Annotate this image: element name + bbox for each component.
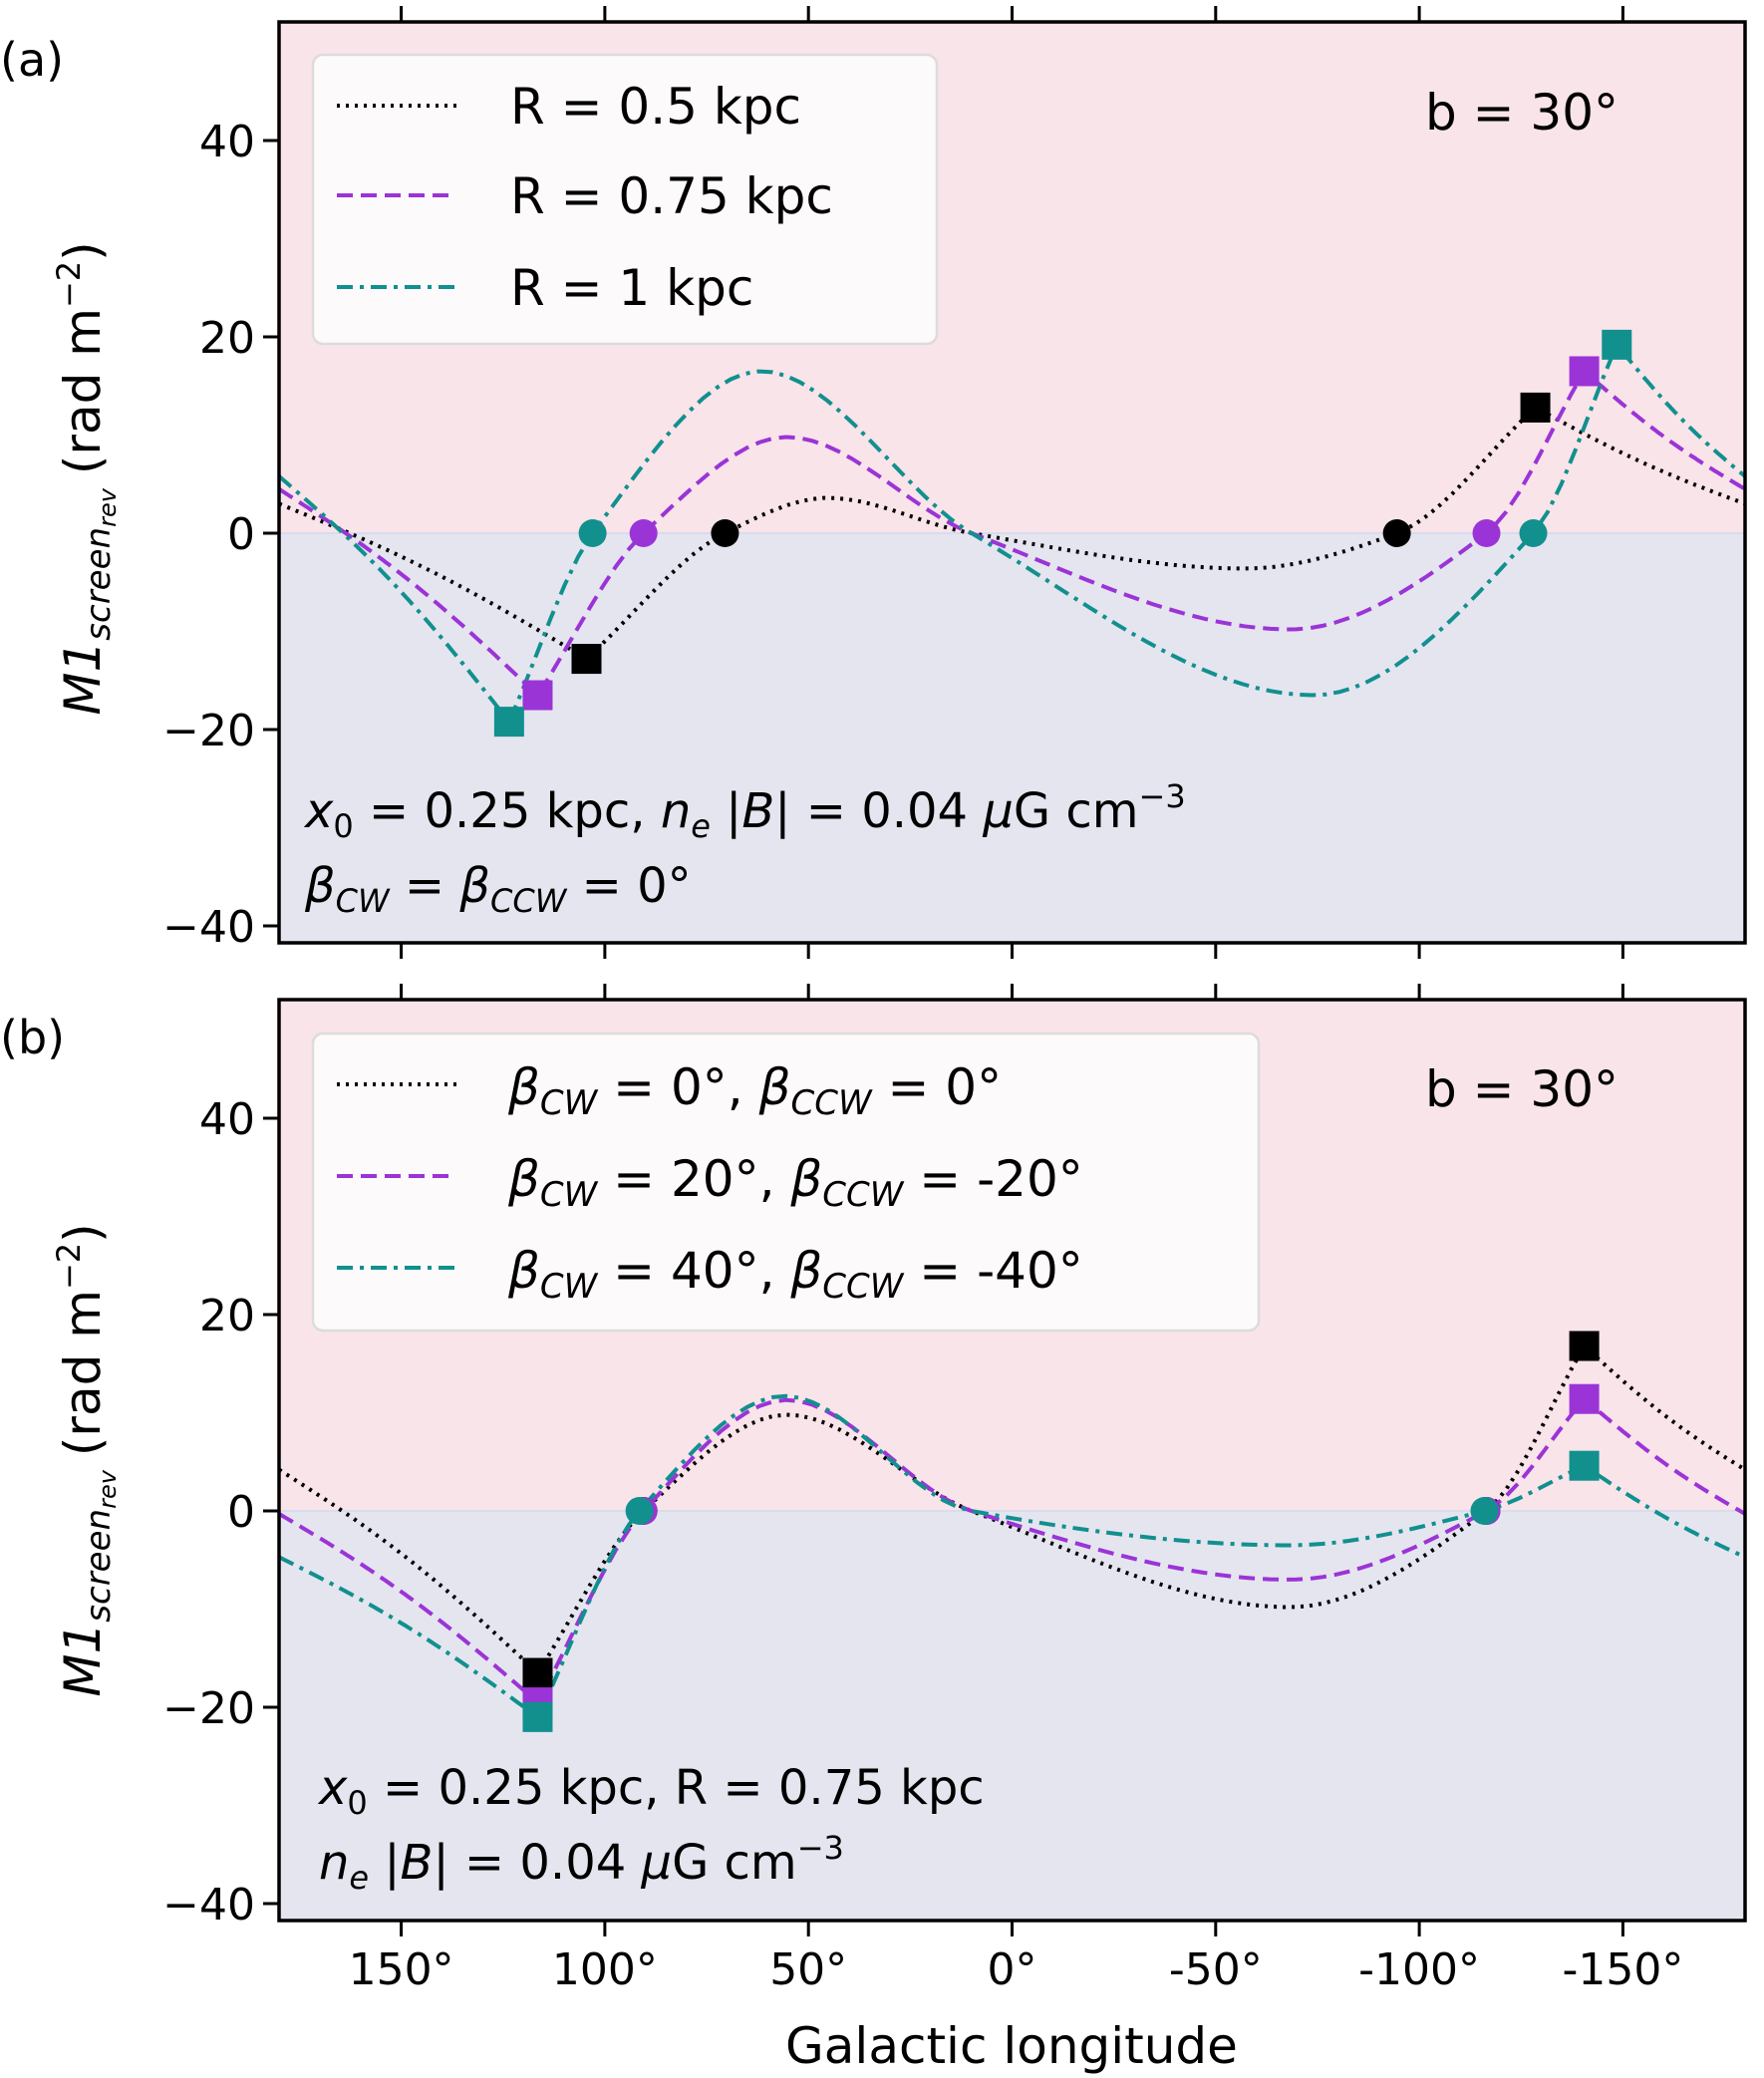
square-marker bbox=[1569, 356, 1600, 387]
x-tick-label: 100° bbox=[552, 1944, 658, 1995]
y-tick-label: −40 bbox=[162, 1880, 255, 1930]
series-line bbox=[279, 368, 1745, 699]
panel-a-markers bbox=[493, 329, 1632, 738]
circle-marker bbox=[1519, 519, 1548, 547]
panel-a-frame bbox=[277, 20, 1747, 945]
square-marker bbox=[1602, 329, 1632, 360]
panel-a-note-line2: βCW = βCCW = 0° bbox=[304, 858, 692, 920]
legend-label: βCW = 0°, βCCW = 0° bbox=[507, 1058, 1002, 1123]
square-marker bbox=[522, 680, 553, 711]
series-line bbox=[279, 1342, 1745, 1676]
legend-box bbox=[311, 1032, 1261, 1333]
panel-b-axes: 40 20 0 −20 −40 150° 100° 50° 0° -50° -100° -150° bbox=[162, 984, 1683, 1995]
square-marker bbox=[493, 707, 524, 738]
series-line bbox=[279, 341, 1745, 726]
legend-label: R = 0.75 kpc bbox=[510, 167, 833, 225]
y-tick-label: 0 bbox=[227, 509, 255, 560]
panel-b-label: (b) bbox=[0, 1011, 65, 1064]
y-axis-label-a: M1screenrev(rad m−2) bbox=[50, 241, 122, 715]
legend-label: R = 1 kpc bbox=[510, 259, 753, 317]
circle-marker bbox=[578, 519, 607, 547]
legend-label: βCW = 20°, βCCW = -20° bbox=[507, 1150, 1083, 1215]
panel-a-label: (a) bbox=[0, 33, 64, 87]
y-tick-label: 20 bbox=[199, 1291, 255, 1341]
series-line bbox=[279, 1395, 1745, 1706]
y-tick-label: 0 bbox=[227, 1487, 255, 1538]
x-tick-label: 150° bbox=[349, 1944, 454, 1995]
legend-label: βCW = 40°, βCCW = -40° bbox=[507, 1242, 1083, 1307]
legend-label: R = 0.5 kpc bbox=[510, 78, 801, 136]
panel-b-note-line2: ne |B| = 0.04 μG cm−3 bbox=[319, 1829, 844, 1897]
square-marker bbox=[1569, 1383, 1600, 1414]
circle-marker bbox=[1382, 519, 1411, 547]
x-tick-label: -50° bbox=[1169, 1944, 1263, 1995]
panel-a-legend: R = 0.5 kpc R = 0.75 kpc R = 1 kpc bbox=[311, 53, 939, 346]
square-marker bbox=[522, 1657, 553, 1688]
series-line bbox=[279, 405, 1745, 662]
panel-b-series bbox=[279, 1342, 1745, 1720]
x-tick-label: 0° bbox=[988, 1944, 1037, 1995]
panel-b-markers bbox=[522, 1331, 1600, 1732]
x-tick-label: 50° bbox=[769, 1944, 847, 1995]
negative-region bbox=[279, 533, 1745, 943]
square-marker bbox=[522, 1701, 553, 1732]
panel-a-annotation: b = 30° bbox=[1425, 84, 1618, 142]
square-marker bbox=[1520, 392, 1551, 423]
circle-marker bbox=[625, 1497, 654, 1525]
circle-marker bbox=[629, 519, 658, 547]
panel-a-shading bbox=[279, 22, 1745, 943]
panel-b-legend: βCW = 0°, βCCW = 0° βCW = 20°, βCCW = -2… bbox=[311, 1032, 1261, 1333]
panel-a-axes: 40 20 0 −20 −40 bbox=[162, 6, 1624, 959]
panel-b-frame bbox=[277, 998, 1747, 1923]
y-axis-label-b: M1screenrev(rad m−2) bbox=[50, 1223, 122, 1696]
circle-marker bbox=[1472, 519, 1501, 547]
y-tick-label: 40 bbox=[199, 117, 255, 167]
panel-b-note-line1: x0 = 0.25 kpc, R = 0.75 kpc bbox=[317, 1760, 985, 1822]
circle-marker bbox=[1470, 1497, 1499, 1525]
panel-b-annotation: b = 30° bbox=[1425, 1060, 1618, 1118]
circle-marker bbox=[711, 519, 739, 547]
y-tick-label: −20 bbox=[162, 1683, 255, 1734]
panel-a: 40 20 0 −20 −40 (a) b = 30° R = 0.5 kpc R = … bbox=[0, 6, 1747, 959]
x-tick-label: -150° bbox=[1562, 1944, 1683, 1995]
y-tick-label: −40 bbox=[162, 902, 255, 953]
legend-box bbox=[311, 53, 939, 346]
panel-a-series bbox=[279, 341, 1745, 726]
square-marker bbox=[1569, 1450, 1600, 1481]
panel-a-note-line1: x0 = 0.25 kpc, ne |B| = 0.04 μG cm−3 bbox=[303, 777, 1186, 845]
x-axis-label: Galactic longitude bbox=[785, 2017, 1238, 2075]
square-marker bbox=[571, 644, 602, 675]
y-tick-label: 20 bbox=[199, 313, 255, 364]
y-tick-label: 40 bbox=[199, 1094, 255, 1145]
panel-b: 40 20 0 −20 −40 150° 100° 50° 0° -50° -100° -150° (… bbox=[0, 984, 1747, 1995]
y-tick-label: −20 bbox=[162, 706, 255, 756]
square-marker bbox=[1569, 1331, 1600, 1361]
series-line bbox=[279, 1393, 1745, 1720]
x-tick-label: -100° bbox=[1358, 1944, 1480, 1995]
